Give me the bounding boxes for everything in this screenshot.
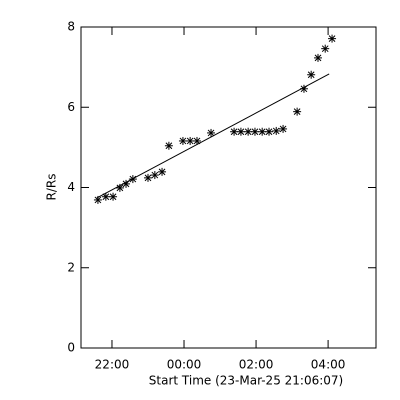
asterisk-stroke [307,71,315,79]
data-point [307,70,316,79]
plot-frame [80,26,377,349]
data-point [328,34,337,43]
data-point [158,167,167,176]
data-point [93,195,102,204]
asterisk-stroke [321,45,329,53]
data-point [122,179,131,188]
data-point [236,127,245,136]
data-point [150,171,159,180]
x-axis-label: Start Time (23-Mar-25 21:06:07) [149,374,343,388]
data-point [128,175,137,184]
y-axis-label: R/Rs [45,174,59,201]
data-point [314,53,323,62]
asterisk-stroke [258,128,266,136]
asterisk-stroke [186,137,194,145]
asterisk-stroke [116,184,124,192]
y-tick-label: 0 [67,341,75,355]
asterisk-stroke [272,127,280,135]
fit-line [96,73,330,199]
data-point [293,107,302,116]
y-tick-label: 6 [67,100,75,114]
data-point [258,127,267,136]
data-point [186,136,195,145]
asterisk-stroke [237,128,245,136]
asterisk-stroke [193,137,201,145]
asterisk-stroke [129,175,137,183]
asterisk-stroke [293,108,301,116]
data-point [265,127,274,136]
data-point [321,44,330,53]
asterisk-stroke [314,54,322,62]
asterisk-stroke [94,196,102,204]
asterisk-stroke [109,193,117,201]
data-point [101,192,110,201]
data-point [109,192,118,201]
data-point [244,127,253,136]
y-tick-label: 2 [67,260,75,274]
y-tick-label: 8 [67,20,75,34]
asterisk-stroke [279,125,287,133]
x-tick-label: 02:00 [239,358,274,372]
asterisk-stroke [300,85,308,93]
asterisk-stroke [179,137,187,145]
x-tick-label: 22:00 [95,358,130,372]
y-tick-label: 4 [67,180,75,194]
asterisk-stroke [207,129,215,137]
data-point [279,124,288,133]
data-point [192,136,201,145]
asterisk-stroke [251,128,259,136]
asterisk-stroke [244,128,252,136]
data-point [178,136,187,145]
asterisk-stroke [122,180,130,188]
data-point [272,126,281,135]
asterisk-stroke [328,35,336,42]
asterisk-stroke [144,174,152,182]
asterisk-stroke [265,128,273,136]
asterisk-stroke [158,168,166,176]
data-point [143,173,152,182]
asterisk-stroke [230,128,238,136]
data-point [250,127,259,136]
data-point [164,141,173,150]
data-point [207,128,216,137]
x-tick-label: 00:00 [167,358,202,372]
data-point [115,183,124,192]
asterisk-stroke [165,142,173,150]
data-point [230,127,239,136]
asterisk-stroke [102,193,110,201]
asterisk-stroke [151,171,159,179]
x-tick-label: 04:00 [311,358,346,372]
data-point [299,84,308,93]
